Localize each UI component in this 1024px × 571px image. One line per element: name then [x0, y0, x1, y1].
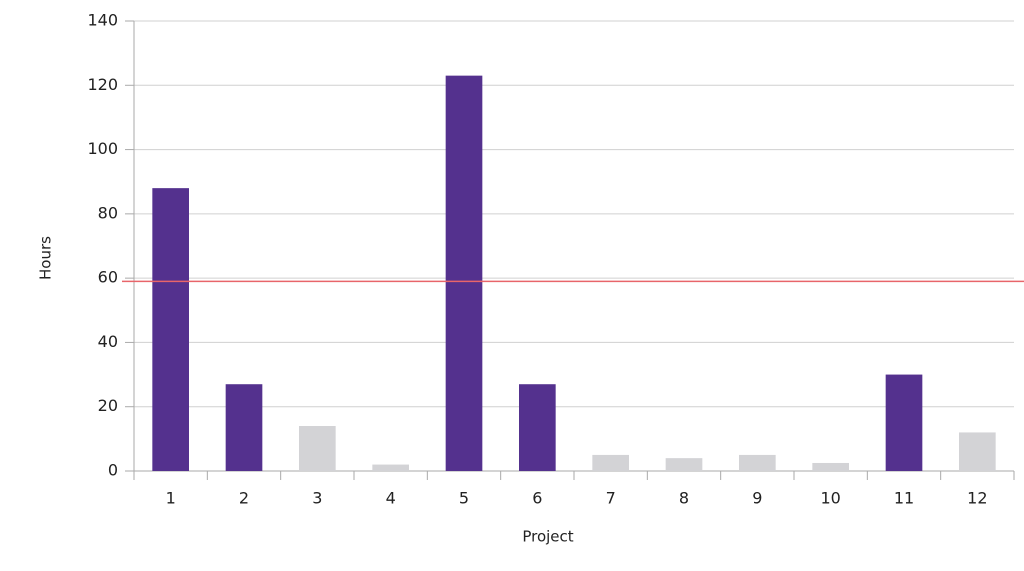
bar — [959, 432, 996, 471]
bar — [372, 464, 409, 471]
x-tick-label: 5 — [459, 489, 469, 508]
x-tick-label: 7 — [606, 489, 616, 508]
y-tick-label: 100 — [87, 139, 118, 158]
y-tick-label: 0 — [108, 461, 118, 480]
bar — [519, 384, 556, 471]
y-tick-label: 120 — [87, 75, 118, 94]
y-tick-label: 20 — [98, 396, 118, 415]
bar — [225, 384, 263, 471]
x-tick-label: 12 — [967, 489, 987, 508]
x-tick-label: 4 — [386, 489, 396, 508]
bar — [665, 458, 703, 471]
y-tick-label: 40 — [98, 332, 118, 351]
x-axis-label: Project — [522, 528, 573, 546]
bar — [445, 75, 483, 472]
x-tick-label: 9 — [752, 489, 762, 508]
x-tick-label: 8 — [679, 489, 689, 508]
bar — [152, 188, 189, 471]
y-axis-label: Hours — [37, 236, 55, 280]
y-tick-label: 60 — [98, 268, 118, 287]
bar — [812, 462, 849, 471]
x-tick-label: 6 — [532, 489, 542, 508]
x-tick-label: 10 — [820, 489, 840, 508]
bar — [885, 374, 923, 471]
y-tick-label: 80 — [98, 203, 118, 222]
x-tick-label: 3 — [312, 489, 322, 508]
bar — [592, 454, 629, 471]
bar — [739, 454, 776, 471]
x-tick-label: 11 — [894, 489, 914, 508]
bar — [299, 426, 336, 471]
x-tick-label: 1 — [166, 489, 176, 508]
y-tick-label: 140 — [87, 11, 118, 30]
x-tick-label: 2 — [239, 489, 249, 508]
